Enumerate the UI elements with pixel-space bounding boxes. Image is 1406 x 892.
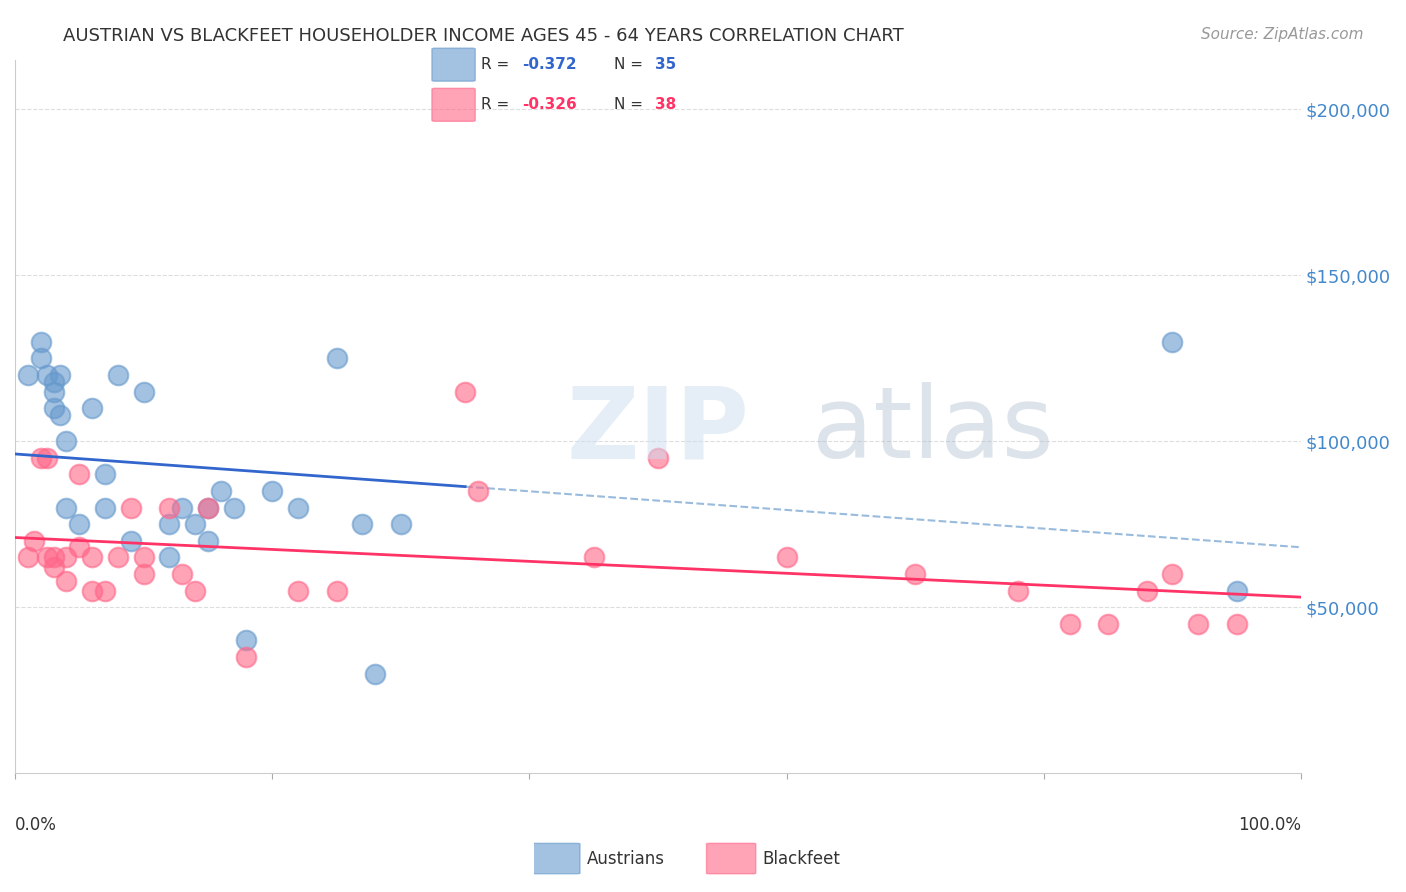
Point [582,550,605,565]
Point [364,666,387,681]
Point [197,500,219,515]
Point [157,550,180,565]
Point [157,500,180,515]
Point [209,484,232,499]
Text: -0.326: -0.326 [522,97,576,112]
Point [172,500,194,515]
Point [17,368,39,382]
Point [42,550,65,565]
Text: Source: ZipAtlas.com: Source: ZipAtlas.com [1201,27,1364,42]
Point [1187,616,1209,631]
Point [1226,616,1249,631]
Text: Blackfeet: Blackfeet [762,849,841,868]
Text: R =: R = [481,97,515,112]
Point [42,384,65,399]
Point [454,384,477,399]
Point [82,401,104,416]
FancyBboxPatch shape [707,843,756,874]
Point [1136,583,1159,598]
Point [55,434,77,449]
Point [37,550,59,565]
Point [132,567,155,582]
Point [37,368,59,382]
FancyBboxPatch shape [432,88,475,121]
Point [94,467,117,482]
Text: ZIP: ZIP [567,382,749,479]
Point [120,533,142,548]
Point [1161,334,1184,349]
Point [55,550,77,565]
Point [22,533,45,548]
Point [262,484,284,499]
Point [1007,583,1029,598]
Point [184,583,207,598]
Point [82,550,104,565]
Text: Austrians: Austrians [588,849,665,868]
Point [107,550,129,565]
Point [1059,616,1081,631]
Point [55,500,77,515]
Point [94,583,117,598]
Text: 38: 38 [655,97,676,112]
FancyBboxPatch shape [432,48,475,81]
Point [467,484,489,499]
Point [67,541,90,555]
Point [389,517,412,532]
Point [647,450,669,465]
Text: N =: N = [614,97,648,112]
Text: N =: N = [614,57,648,71]
Point [82,583,104,598]
Point [132,550,155,565]
Point [1161,567,1184,582]
Text: atlas: atlas [813,382,1054,479]
Text: 35: 35 [655,57,676,71]
Point [30,334,52,349]
Point [352,517,374,532]
Point [107,368,129,382]
Text: -0.372: -0.372 [522,57,576,71]
Point [157,517,180,532]
Point [49,368,72,382]
Text: 0.0%: 0.0% [15,816,56,834]
Text: 100.0%: 100.0% [1239,816,1301,834]
Point [30,450,52,465]
Point [172,567,194,582]
Point [67,517,90,532]
Point [235,650,257,665]
Point [222,500,245,515]
Point [94,500,117,515]
Point [42,375,65,389]
Text: R =: R = [481,57,515,71]
Point [235,633,257,648]
Point [30,351,52,366]
Point [287,583,309,598]
Point [17,550,39,565]
Point [55,574,77,588]
FancyBboxPatch shape [531,843,579,874]
Point [42,560,65,574]
Point [1097,616,1119,631]
Point [132,384,155,399]
Point [37,450,59,465]
Point [49,408,72,422]
Point [904,567,927,582]
Point [197,533,219,548]
Point [42,401,65,416]
Point [120,500,142,515]
Point [325,583,347,598]
Point [775,550,797,565]
Point [1226,583,1249,598]
Point [184,517,207,532]
Point [67,467,90,482]
Text: AUSTRIAN VS BLACKFEET HOUSEHOLDER INCOME AGES 45 - 64 YEARS CORRELATION CHART: AUSTRIAN VS BLACKFEET HOUSEHOLDER INCOME… [63,27,904,45]
Point [325,351,347,366]
Point [287,500,309,515]
Point [197,500,219,515]
